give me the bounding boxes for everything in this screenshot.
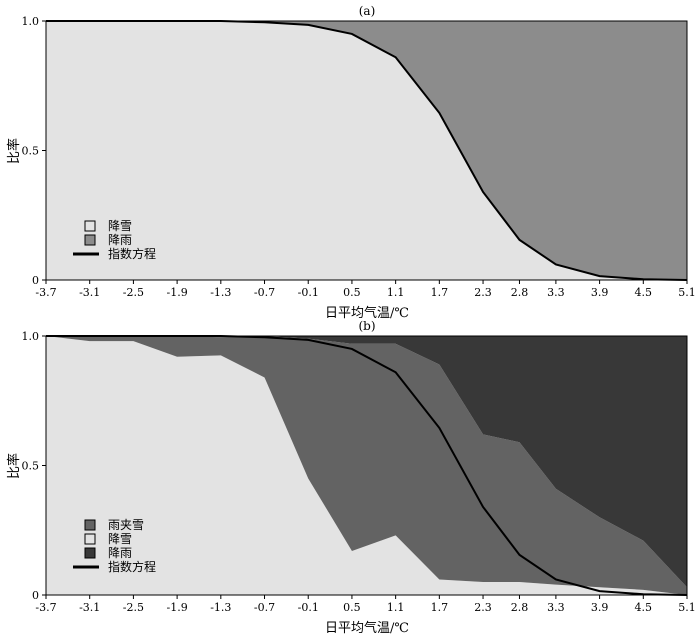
panel-b: (b) -3.7 -3.1 -2.5 -1.9 -1.3 -0.7 -0.1 0.5 1.1 1.… — [6, 319, 696, 636]
legend-label-降雨: 降雨 — [108, 233, 132, 247]
x-tick-label: 5.1 — [678, 601, 696, 614]
x-tick-label: 1.1 — [387, 286, 405, 299]
y-tick-label: 0 — [32, 589, 39, 602]
panel-a-y-axis-label: 比率 — [6, 138, 22, 164]
panel-a-plot-area: -3.7 -3.1 -2.5 -1.9 -1.3 -0.7 -0.1 0.5 1.1 1.7 2.3… — [22, 15, 696, 299]
x-tick-label: -1.9 — [167, 601, 188, 614]
x-tick-label: 3.9 — [591, 286, 609, 299]
area-降雪 — [46, 21, 687, 280]
legend-swatch-降雨 — [84, 547, 96, 559]
x-tick-label: 4.5 — [635, 286, 653, 299]
y-tick-label: 1.0 — [22, 330, 40, 343]
x-tick-label: -0.1 — [298, 286, 319, 299]
legend-label-降雪: 降雪 — [108, 219, 132, 233]
x-tick-label: -1.3 — [210, 286, 231, 299]
panel-b-x-axis-label: 日平均气温/℃ — [325, 620, 409, 636]
area-降雨 — [46, 21, 687, 280]
x-tick-label: -0.7 — [254, 601, 275, 614]
area-降雪 — [46, 336, 687, 595]
x-tick-label: -0.1 — [298, 601, 319, 614]
panel-b-title: (b) — [358, 319, 375, 333]
legend-swatch-降雪 — [84, 533, 96, 545]
legend-label-指数方程: 指数方程 — [108, 246, 156, 261]
panel-a-title: (a) — [359, 4, 376, 18]
legend-label-降雪: 降雪 — [108, 532, 132, 546]
x-tick-label: 2.8 — [511, 286, 529, 299]
legend-swatch-雨夹雪 — [84, 519, 96, 531]
area-降雨 — [46, 336, 687, 588]
panel-a: (a) -3.7 -3.1 -2.5 -1.9 -1.3 -0.7 -0.1 0.5 1.1 1.… — [6, 4, 696, 321]
legend-swatch-降雪 — [84, 220, 96, 232]
x-tick-label: 1.1 — [387, 601, 405, 614]
x-tick-label: -0.7 — [254, 286, 275, 299]
x-tick-label: 3.9 — [591, 601, 609, 614]
panel-b-plot-area: -3.7 -3.1 -2.5 -1.9 -1.3 -0.7 -0.1 0.5 1.1 1.7 2.3… — [22, 330, 696, 614]
x-tick-label: -1.3 — [210, 601, 231, 614]
x-tick-label: 5.1 — [678, 286, 696, 299]
x-tick-label: 3.3 — [547, 601, 565, 614]
panel-a-x-axis-label: 日平均气温/℃ — [325, 305, 409, 321]
x-tick-label: -1.9 — [167, 286, 188, 299]
x-tick-label: -2.5 — [123, 601, 144, 614]
legend-label-指数方程: 指数方程 — [108, 559, 156, 574]
legend-swatch-降雨 — [84, 234, 96, 246]
x-tick-label: 1.7 — [431, 601, 449, 614]
x-tick-label: -3.1 — [79, 286, 100, 299]
legend-label-雨夹雪: 雨夹雪 — [108, 518, 144, 532]
x-tick-label: -2.5 — [123, 286, 144, 299]
x-tick-label: 4.5 — [635, 601, 653, 614]
x-tick-label: 3.3 — [547, 286, 565, 299]
x-tick-label: 2.3 — [474, 601, 492, 614]
x-tick-label: 2.8 — [511, 601, 529, 614]
y-tick-label: 0.5 — [22, 145, 40, 158]
x-tick-label: 1.7 — [431, 286, 449, 299]
x-tick-label: 0.5 — [343, 601, 361, 614]
legend-label-降雨: 降雨 — [108, 546, 132, 560]
x-tick-label: -3.1 — [79, 601, 100, 614]
x-tick-label: -3.7 — [35, 286, 56, 299]
area-雨夹雪 — [46, 336, 687, 595]
panel-b-y-axis-label: 比率 — [6, 453, 22, 479]
y-tick-label: 0.5 — [22, 460, 40, 473]
y-tick-label: 0 — [32, 274, 39, 287]
x-tick-label: 2.3 — [474, 286, 492, 299]
x-tick-label: 0.5 — [343, 286, 361, 299]
y-tick-label: 1.0 — [22, 15, 40, 28]
x-tick-label: -3.7 — [35, 601, 56, 614]
